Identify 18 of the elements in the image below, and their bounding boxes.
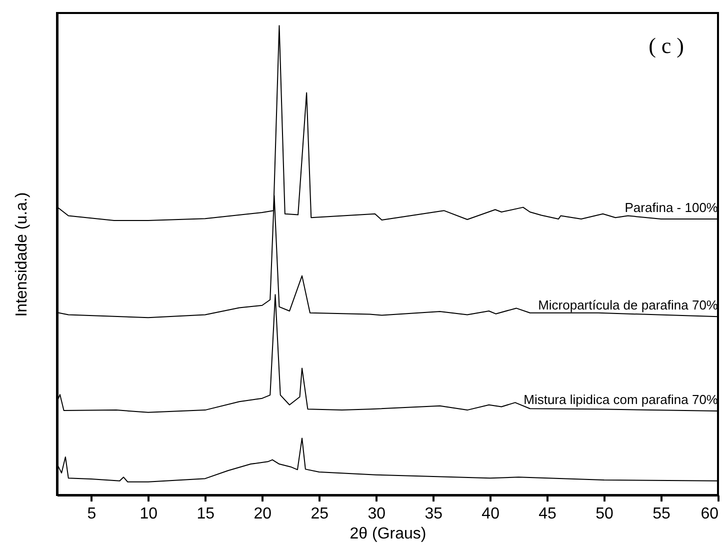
x-axis-title: 2θ (Graus) xyxy=(350,526,426,542)
series-label: Parafina - 100% xyxy=(624,200,718,216)
series-label: Micropartícula de parafina 70% xyxy=(538,298,718,313)
x-tick-label: 10 xyxy=(140,506,158,522)
x-tick-label: 50 xyxy=(596,506,614,522)
x-tick-label: 25 xyxy=(310,506,329,522)
x-tick-label: 60 xyxy=(700,506,719,522)
x-tick-label: 30 xyxy=(368,506,386,522)
x-tick-label: 35 xyxy=(424,506,443,522)
x-tick-label: 5 xyxy=(87,506,96,522)
x-tick-label: 15 xyxy=(196,506,215,522)
x-tick-label: 45 xyxy=(538,506,557,522)
x-tick-label: 20 xyxy=(254,506,272,522)
series-label: Mistura lipidica com parafina 70% xyxy=(524,392,718,407)
annotation: ( c ) xyxy=(648,33,684,58)
y-axis-title: Intensidade (u.a.) xyxy=(14,192,30,317)
x-tick-label: 40 xyxy=(482,506,500,522)
x-tick-label: 55 xyxy=(652,506,671,522)
